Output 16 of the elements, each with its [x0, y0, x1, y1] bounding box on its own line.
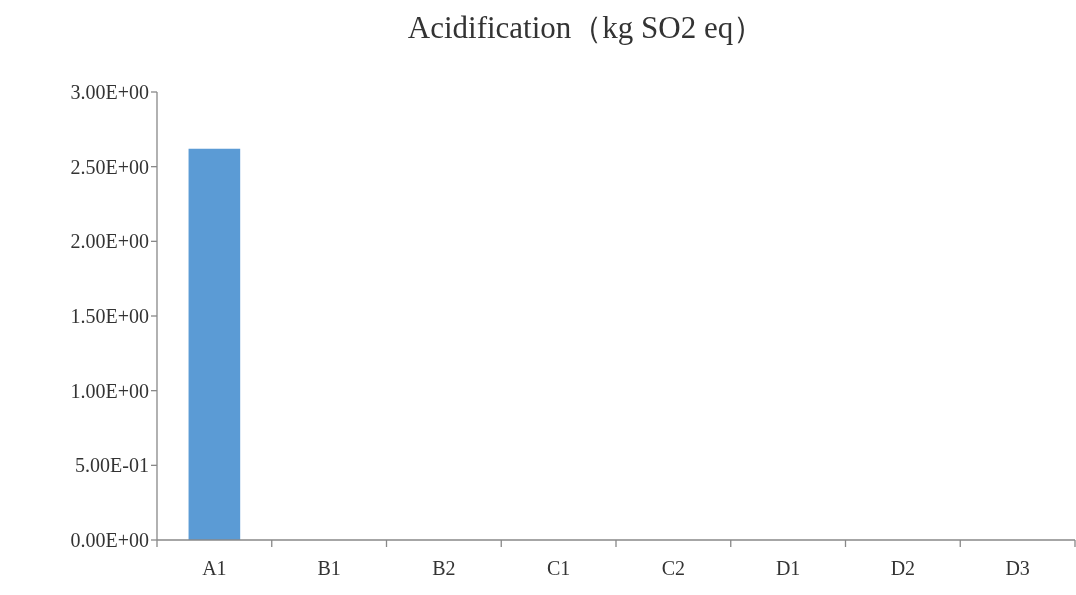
y-tick-label: 2.50E+00: [70, 155, 149, 178]
x-tick-label: D3: [1005, 557, 1030, 579]
y-tick-label: 0.00E+00: [70, 529, 149, 551]
x-tick-label: A1: [202, 557, 227, 579]
x-tick-label: C1: [546, 557, 571, 579]
x-tick-label: B2: [432, 557, 456, 579]
y-tick-label: 1.50E+00: [70, 305, 149, 327]
chart-title: Acidification（kg SO2 eq）: [407, 10, 765, 45]
x-tick-label: B1: [317, 557, 341, 579]
y-tick-label: 5.00E-01: [75, 454, 149, 477]
y-tick-label: 1.00E+00: [70, 379, 149, 402]
x-tick-label: D2: [890, 557, 916, 579]
y-tick-label: 2.00E+00: [70, 230, 149, 253]
x-tick-label: C2: [661, 557, 686, 579]
y-tick-label: 3.00E+00: [70, 81, 149, 103]
x-tick-label: D1: [775, 557, 801, 579]
